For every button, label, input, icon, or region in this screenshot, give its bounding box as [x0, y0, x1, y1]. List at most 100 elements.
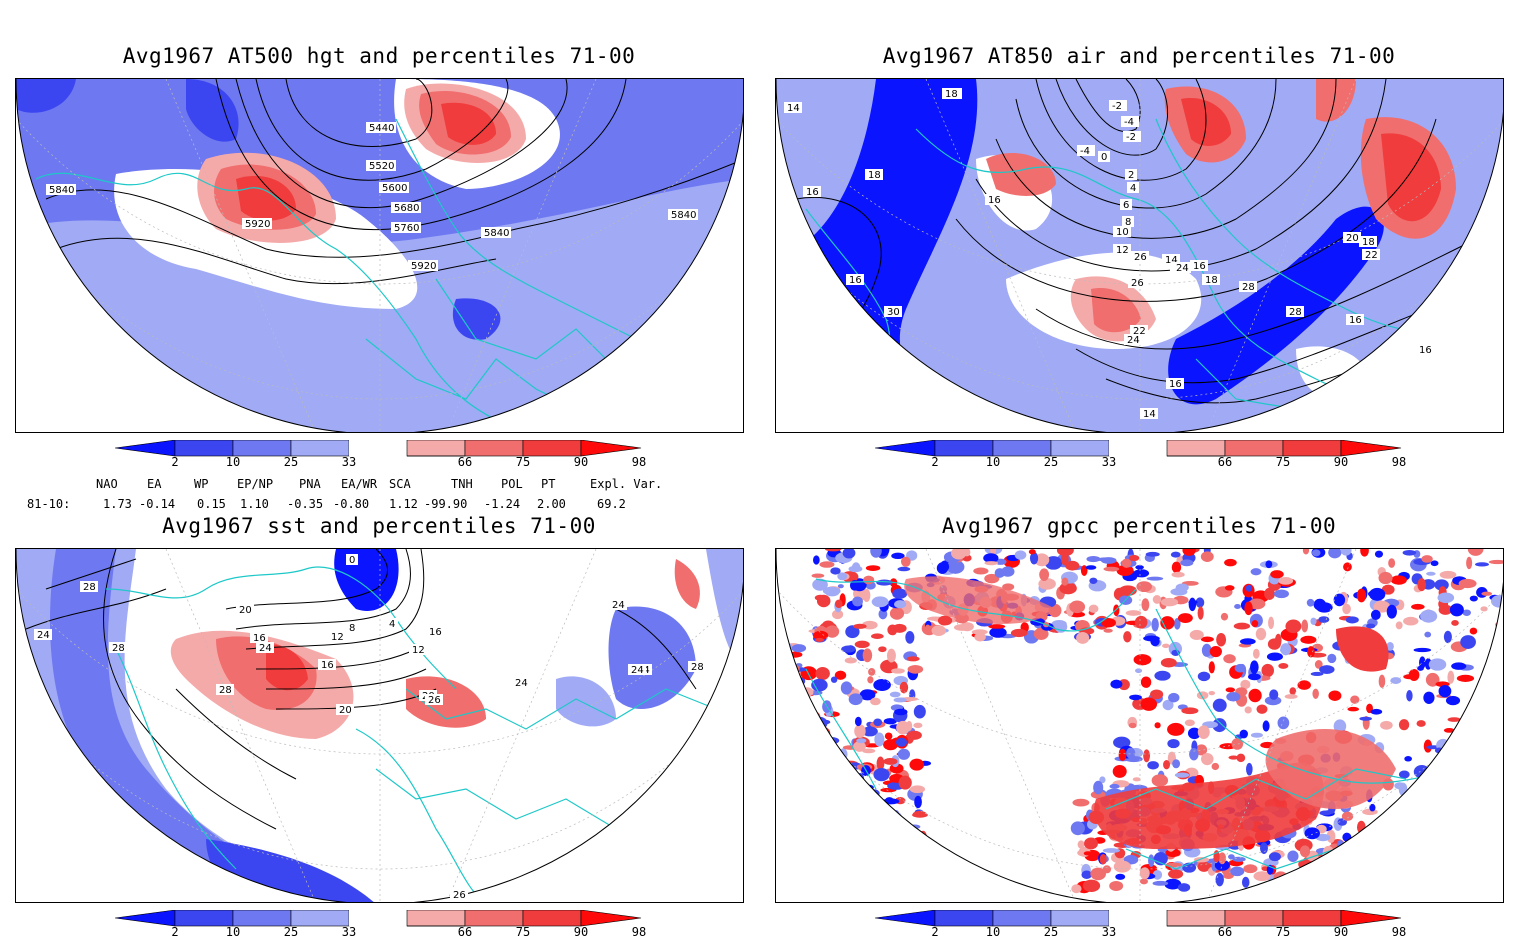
colorbar-2: [875, 440, 1402, 457]
precip-cell: [1491, 595, 1503, 608]
colorbar-tick-label: 90: [1333, 925, 1349, 939]
precip-cell: [1133, 654, 1152, 666]
panel-title-air850: Avg1967 AT850 air and percentiles 71-00: [882, 44, 1396, 68]
precip-cell: [1171, 561, 1182, 574]
contour-label-box: [1122, 216, 1134, 227]
precip-cell: [1359, 716, 1372, 721]
precip-cell: [1260, 842, 1268, 854]
precip-cell: [1090, 867, 1106, 881]
precip-cell: [1147, 761, 1159, 770]
precip-cell: [1411, 603, 1425, 610]
contour-label-box: [425, 694, 443, 705]
precip-cell: [1380, 720, 1393, 730]
precip-cell: [1223, 872, 1234, 880]
precip-cell: [1236, 753, 1246, 763]
precip-cell: [849, 580, 860, 591]
precip-cell: [1268, 852, 1281, 862]
precip-cell: [1088, 604, 1099, 613]
precip-cell: [861, 726, 878, 737]
contour-label: 16: [1349, 315, 1362, 326]
colorbar-4: [875, 910, 1402, 927]
contour-label: 5760: [394, 223, 419, 234]
colorbar-segment: [1282, 910, 1342, 927]
contour-label-box: [1162, 254, 1180, 265]
precip-cell: [1345, 616, 1359, 624]
precip-cell: [1197, 606, 1204, 620]
precip-cell: [1417, 578, 1427, 592]
precip-cell: [1220, 612, 1229, 621]
precip-cell: [1168, 692, 1180, 703]
contour-label-box: [1124, 334, 1142, 345]
precip-cell: [1184, 719, 1195, 727]
index-value-ea: -0.14: [139, 497, 176, 511]
precip-cell: [984, 561, 999, 566]
precip-cell: [1356, 588, 1367, 603]
precip-cell: [1297, 680, 1311, 690]
precip-cell: [889, 607, 905, 620]
precip-cell: [1172, 759, 1181, 769]
precip-cell: [852, 596, 863, 607]
precip-cell: [870, 549, 882, 558]
precip-cell: [1342, 603, 1351, 615]
precip-cell: [1388, 558, 1396, 568]
precip-cell: [1112, 764, 1127, 778]
precip-cell: [1316, 602, 1333, 613]
precip-cell: [1402, 549, 1417, 556]
precip-cell: [1109, 783, 1120, 789]
precip-cell: [913, 722, 923, 729]
index-value-pna: -0.35: [287, 497, 324, 511]
index-row-label: 81-10:: [27, 497, 71, 511]
precip-cell: [1082, 879, 1101, 892]
precip-cell: [1256, 704, 1268, 714]
contour-label: 0: [1101, 152, 1107, 163]
contour-label-box: [366, 122, 396, 133]
precip-cell: [1197, 725, 1210, 739]
contour-label-box: [1125, 169, 1137, 180]
precip-cell: [1319, 665, 1335, 674]
contour-label: 5600: [382, 183, 407, 194]
contour-label-box: [391, 202, 421, 213]
index-value-epnp: 1.10: [240, 497, 269, 511]
precip-cell: [1443, 728, 1455, 733]
colorbar-segment: [232, 440, 292, 457]
precip-cell: [994, 568, 1006, 578]
contour-label-box: [46, 184, 76, 195]
colorbar-segment: [174, 910, 234, 927]
colorbar-segment: [115, 910, 176, 927]
precip-cell: [853, 623, 867, 629]
precip-cell: [1223, 654, 1236, 664]
precip-cell: [1403, 616, 1419, 626]
colorbar-tick-label: 10: [225, 455, 241, 469]
precip-cell: [1200, 752, 1214, 766]
precip-cell: [1374, 550, 1383, 558]
precip-cell: [1194, 857, 1210, 863]
precip-cell: [1451, 620, 1459, 626]
panel-title-sst: Avg1967 sst and percentiles 71-00: [162, 514, 596, 538]
precip-cell: [815, 666, 830, 681]
precip-cell: [1133, 569, 1150, 578]
colorbar-tick-label: 90: [573, 455, 589, 469]
precip-cell: [1462, 609, 1471, 616]
colorbar-segment: [115, 440, 176, 457]
precip-cell: [1284, 694, 1298, 699]
index-header-nao: NAO: [96, 477, 118, 491]
precip-cell: [1072, 798, 1090, 807]
precip-cell: [1014, 550, 1027, 560]
precip-cell: [1228, 755, 1239, 760]
index-header-sca: SCA: [389, 477, 411, 491]
precip-cell: [1135, 668, 1143, 674]
precip-cell: [1116, 564, 1134, 577]
precip-cell: [1162, 699, 1174, 711]
precip-cell: [973, 567, 989, 575]
precip-cell: [1304, 827, 1320, 840]
contour-label: 24: [1176, 263, 1189, 274]
colorbar-tick-label: 33: [341, 925, 357, 939]
colorbar-segment: [1050, 440, 1110, 457]
contour-label-box: [1359, 236, 1377, 247]
contour-label: 18: [1205, 275, 1218, 286]
precip-cell: [1314, 660, 1323, 669]
index-value-nao: 1.73: [103, 497, 132, 511]
precip-cell: [1458, 578, 1477, 589]
precip-cell: [1177, 883, 1191, 892]
contour-label-box: [1190, 260, 1208, 271]
